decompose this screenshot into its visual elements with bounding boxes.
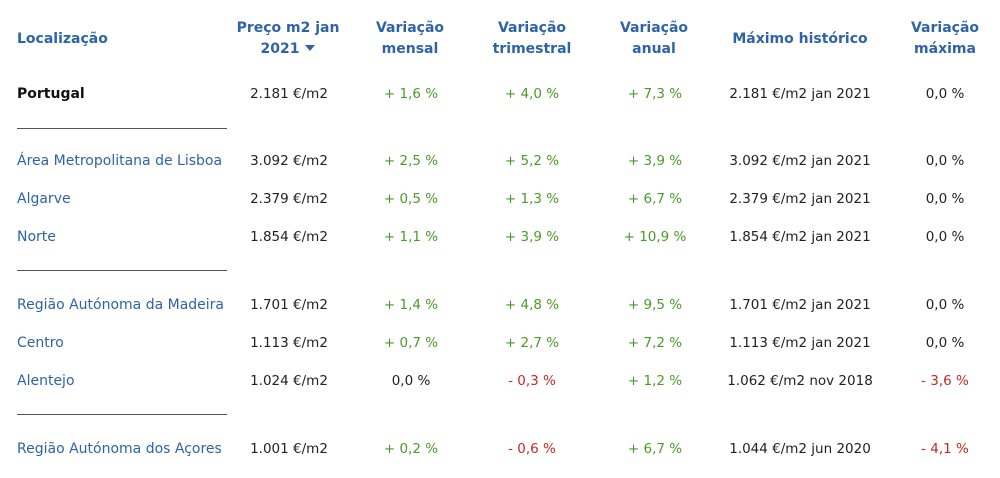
row-monthly: + 0,5 % (383, 191, 439, 207)
header-location-label: Localização (17, 30, 108, 47)
header-monthly-label-2: mensal (381, 41, 439, 57)
row-max: 1.113 €/m2 jan 2021 (729, 335, 871, 351)
row-quarterly: + 1,3 % (504, 191, 560, 207)
row-location-link[interactable]: Área Metropolitana de Lisboa (17, 153, 223, 169)
table-row-alentejo: Alentejo 1.024 €/m2 0,0 % - 0,3 % + 1,2 … (0, 369, 1000, 393)
table-row-norte: Norte 1.854 €/m2 + 1,1 % + 3,9 % + 10,9 … (0, 225, 1000, 249)
header-annual[interactable]: Variação anual (594, 14, 714, 64)
row-quarterly: + 4,8 % (504, 297, 560, 313)
row-max: 2.379 €/m2 jan 2021 (729, 191, 871, 207)
header-maxvar-label-2: máxima (914, 41, 976, 57)
row-maxvar: - 3,6 % (921, 373, 969, 389)
row-price: 1.113 €/m2 (250, 335, 328, 351)
row-max: 1.854 €/m2 jan 2021 (729, 229, 871, 245)
row-annual: + 6,7 % (627, 441, 683, 457)
header-price-label-2: 2021 (260, 41, 300, 57)
row-monthly: + 0,2 % (383, 441, 439, 457)
row-quarterly: + 2,7 % (504, 335, 560, 351)
row-maxvar: 0,0 % (925, 229, 965, 245)
row-maxvar: - 4,1 % (921, 441, 969, 457)
row-annual: + 7,3 % (627, 86, 683, 102)
table-row-lisboa: Área Metropolitana de Lisboa 3.092 €/m2 … (0, 149, 1000, 173)
row-location-link[interactable]: Região Autónoma dos Açores (17, 441, 222, 457)
row-annual: + 9,5 % (627, 297, 683, 313)
row-annual: + 6,7 % (627, 191, 683, 207)
row-quarterly: + 4,0 % (504, 86, 560, 102)
header-monthly-label-1: Variação (375, 20, 445, 36)
table-row-portugal: Portugal 2.181 €/m2 + 1,6 % + 4,0 % + 7,… (0, 82, 1000, 106)
group-divider (17, 128, 227, 129)
table-row-algarve: Algarve 2.379 €/m2 + 0,5 % + 1,3 % + 6,7… (0, 187, 1000, 211)
header-max-label: Máximo histórico (732, 30, 868, 47)
row-monthly: + 1,1 % (383, 229, 439, 245)
row-maxvar: 0,0 % (925, 335, 965, 351)
row-price: 2.181 €/m2 (250, 86, 328, 102)
header-annual-label-1: Variação (619, 20, 689, 36)
row-max: 3.092 €/m2 jan 2021 (729, 153, 871, 169)
row-quarterly: + 5,2 % (504, 153, 560, 169)
row-annual: + 1,2 % (627, 373, 683, 389)
header-quarterly[interactable]: Variação trimestral (472, 14, 592, 64)
table-row-acores: Região Autónoma dos Açores 1.001 €/m2 + … (0, 437, 1000, 461)
sort-descending-icon[interactable] (305, 45, 316, 51)
table-row-madeira: Região Autónoma da Madeira 1.701 €/m2 + … (0, 293, 1000, 317)
row-annual: + 10,9 % (623, 229, 687, 245)
header-annual-label-2: anual (632, 41, 676, 57)
row-max: 1.044 €/m2 jun 2020 (729, 441, 871, 457)
row-location-link[interactable]: Norte (17, 229, 56, 245)
header-location[interactable]: Localização (17, 14, 157, 64)
row-price: 1.001 €/m2 (250, 441, 328, 457)
row-annual: + 3,9 % (627, 153, 683, 169)
header-monthly[interactable]: Variação mensal (350, 14, 470, 64)
row-quarterly: - 0,3 % (508, 373, 556, 389)
header-maxvar-label-1: Variação (910, 20, 980, 36)
table-row-centro: Centro 1.113 €/m2 + 0,7 % + 2,7 % + 7,2 … (0, 331, 1000, 355)
row-quarterly: - 0,6 % (508, 441, 556, 457)
row-location-link[interactable]: Algarve (17, 191, 71, 207)
row-price: 3.092 €/m2 (250, 153, 328, 169)
row-price: 2.379 €/m2 (250, 191, 328, 207)
row-monthly: 0,0 % (391, 373, 431, 389)
row-maxvar: 0,0 % (925, 297, 965, 313)
header-quarterly-label-1: Variação (497, 20, 567, 36)
row-location: Portugal (17, 86, 85, 102)
row-price: 1.024 €/m2 (250, 373, 328, 389)
row-maxvar: 0,0 % (925, 191, 965, 207)
row-max: 2.181 €/m2 jan 2021 (729, 86, 871, 102)
row-location-link[interactable]: Região Autónoma da Madeira (17, 297, 224, 313)
group-divider (17, 270, 227, 271)
header-quarterly-label-2: trimestral (492, 41, 572, 57)
row-location-link[interactable]: Centro (17, 335, 64, 351)
row-max: 1.062 €/m2 nov 2018 (727, 373, 873, 389)
row-monthly: + 1,6 % (383, 86, 439, 102)
row-maxvar: 0,0 % (925, 153, 965, 169)
group-divider (17, 414, 227, 415)
row-max: 1.701 €/m2 jan 2021 (729, 297, 871, 313)
header-maxvar[interactable]: Variação máxima (892, 14, 998, 64)
row-monthly: + 0,7 % (383, 335, 439, 351)
row-maxvar: 0,0 % (925, 86, 965, 102)
row-price: 1.854 €/m2 (250, 229, 328, 245)
row-monthly: + 2,5 % (383, 153, 439, 169)
row-annual: + 7,2 % (627, 335, 683, 351)
row-monthly: + 1,4 % (383, 297, 439, 313)
row-quarterly: + 3,9 % (504, 229, 560, 245)
header-price-label-1: Preço m2 jan (236, 20, 340, 36)
row-price: 1.701 €/m2 (250, 297, 328, 313)
header-max[interactable]: Máximo histórico (720, 14, 880, 64)
row-location-link[interactable]: Alentejo (17, 373, 75, 389)
header-price[interactable]: Preço m2 jan 2021 (228, 14, 348, 64)
